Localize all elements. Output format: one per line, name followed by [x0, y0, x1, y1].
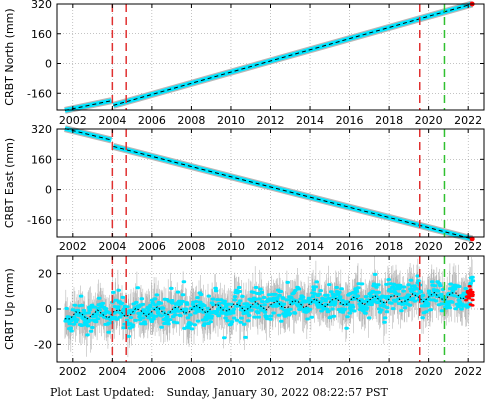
- model-line-1: [113, 3, 473, 106]
- x-tick-label: 2022: [454, 240, 482, 253]
- x-tick-label: 2004: [98, 114, 126, 127]
- x-tick-label: 2018: [375, 114, 403, 127]
- x-tick-label: 2010: [217, 240, 245, 253]
- y-tick-label: -160: [27, 87, 52, 100]
- x-tick-label: 2008: [177, 114, 205, 127]
- x-tick-label: 2014: [296, 114, 324, 127]
- x-tick-label: 2012: [257, 114, 285, 127]
- y-tick-label: 320: [31, 0, 52, 11]
- axis-ticks: 2002 2004 2006 2008 2010 2012 2014 2016 2018 2020…: [27, 123, 484, 253]
- plot-footer: Plot Last Updated: Sunday, January 30, 20…: [50, 386, 388, 399]
- x-tick-label: 2002: [59, 114, 87, 127]
- y-tick-label: 20: [38, 268, 52, 281]
- x-tick-label: 2010: [217, 114, 245, 127]
- x-tick-label: 2014: [296, 240, 324, 253]
- recent-points: [469, 236, 475, 242]
- model-line: [64, 291, 468, 320]
- x-tick-label: 2006: [138, 114, 166, 127]
- x-tick-label: 2006: [138, 365, 166, 378]
- y-axis-label: CRBT Up (mm): [3, 268, 16, 350]
- vertical-markers: [111, 256, 446, 362]
- x-tick-label: 2016: [336, 365, 364, 378]
- y-tick-label: 0: [45, 184, 52, 197]
- y-tick-label: 320: [31, 123, 52, 136]
- axis-ticks: 2002 2004 2006 2008 2010 2012 2014 2016 2018 2020…: [34, 256, 484, 378]
- x-tick-label: 2020: [415, 365, 443, 378]
- east-panel: 2002 2004 2006 2008 2010 2012 2014 2016 2018 2020…: [3, 123, 485, 253]
- y-tick-label: 0: [45, 303, 52, 316]
- model-line-1: [113, 145, 473, 240]
- x-tick-label: 2004: [98, 365, 126, 378]
- x-tick-label: 2002: [59, 365, 87, 378]
- y-tick-label: -20: [34, 338, 52, 351]
- x-tick-label: 2016: [336, 114, 364, 127]
- x-tick-label: 2016: [336, 240, 364, 253]
- vertical-markers: [111, 4, 446, 110]
- data-series: [63, 256, 476, 358]
- north-panel: 2002 2004 2006 2008 2010 2012 2014 2016 2018 2020…: [3, 0, 485, 127]
- x-tick-label: 2008: [177, 365, 205, 378]
- y-tick-label: 160: [31, 153, 52, 166]
- up-panel: 2002 2004 2006 2008 2010 2012 2014 2016 2018 2020…: [3, 255, 485, 378]
- x-tick-label: 2006: [138, 240, 166, 253]
- axis-ticks: 2002 2004 2006 2008 2010 2012 2014 2016 2018 2020…: [27, 0, 484, 127]
- recent-points: [464, 285, 475, 307]
- y-axis-label: CRBT North (mm): [3, 8, 16, 105]
- x-tick-label: 2002: [59, 240, 87, 253]
- x-tick-label: 2010: [217, 365, 245, 378]
- x-tick-label: 2012: [257, 240, 285, 253]
- y-tick-label: 0: [45, 58, 52, 71]
- x-tick-label: 2018: [375, 365, 403, 378]
- y-tick-label: -160: [27, 214, 52, 227]
- x-tick-label: 2012: [257, 365, 285, 378]
- x-tick-label: 2004: [98, 240, 126, 253]
- x-tick-label: 2014: [296, 365, 324, 378]
- x-tick-label: 2022: [454, 365, 482, 378]
- x-tick-label: 2018: [375, 240, 403, 253]
- vertical-markers: [111, 129, 446, 237]
- x-tick-label: 2022: [454, 114, 482, 127]
- x-tick-label: 2020: [415, 114, 443, 127]
- x-tick-label: 2008: [177, 240, 205, 253]
- footer-label: Plot Last Updated:: [50, 386, 155, 399]
- y-axis-label: CRBT East (mm): [3, 138, 16, 228]
- y-tick-label: 160: [31, 28, 52, 41]
- footer-timestamp: Sunday, January 30, 2022 08:22:57 PST: [166, 386, 388, 399]
- x-tick-label: 2020: [415, 240, 443, 253]
